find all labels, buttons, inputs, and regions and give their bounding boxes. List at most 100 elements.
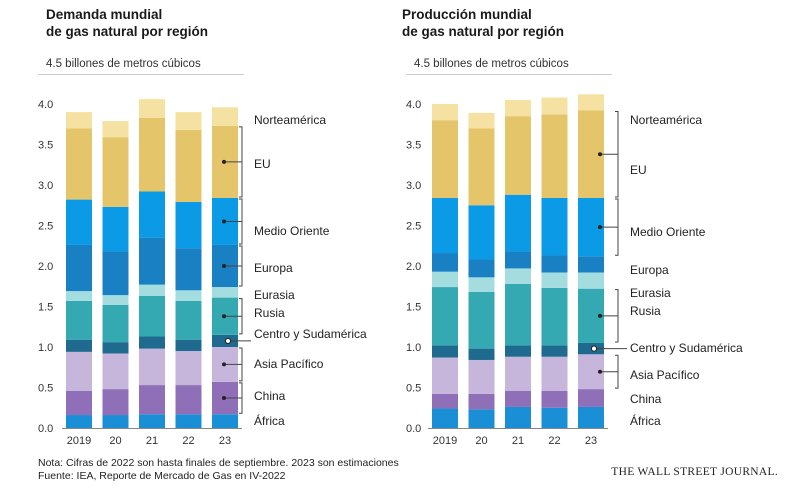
bar-segment-china	[139, 385, 165, 415]
demand-title-line-1: Demanda mundial	[46, 7, 163, 22]
legend-dot	[222, 362, 226, 367]
bar-segment-medio-oriente	[66, 199, 92, 245]
bar-segment-norteam-rica	[175, 112, 202, 130]
y-tick-label: 2.5	[38, 221, 53, 233]
bar-segment-medio-oriente	[175, 202, 202, 249]
bar-segment-rusia	[505, 283, 531, 346]
bar-segment-norteam-rica	[139, 99, 165, 118]
bar-segment-eurasia	[578, 272, 604, 289]
footer-note: Nota: Cifras de 2022 son hasta finales d…	[38, 457, 399, 469]
bar-segment-china	[505, 390, 531, 407]
x-tick-label: 20	[109, 435, 121, 447]
y-tick-label: 1.0	[406, 342, 421, 354]
bar-segment-eu	[175, 129, 202, 203]
bar-segment-china	[468, 393, 495, 410]
bar-segment-centro-y-sudam-rica	[139, 336, 165, 349]
bar-segment-europa	[139, 237, 165, 285]
legend-label: África	[254, 413, 285, 428]
bar-segment-asia-pac-fico	[468, 359, 495, 394]
legend-label: África	[630, 413, 661, 428]
legend-label: Norteamérica	[630, 113, 702, 127]
bar-segment-eurasia	[541, 272, 568, 288]
x-tick-label: 2019	[67, 435, 91, 447]
x-tick-label: 21	[146, 435, 158, 447]
y-tick-label: 1.5	[38, 302, 53, 314]
bar-segment-asia-pac-fico	[102, 353, 129, 390]
legend-dot	[590, 345, 598, 352]
legend-label: Rusia	[630, 304, 661, 318]
bar-segment-rusia	[432, 287, 458, 346]
legend-label: EU	[254, 157, 271, 171]
bar-segment-rusia	[175, 300, 202, 340]
y-tick-label: 3.5	[38, 140, 53, 152]
production-unit-rule	[406, 74, 612, 75]
legend-dot	[598, 225, 602, 230]
legend-dot	[222, 314, 226, 319]
bar-segment-europa	[541, 255, 568, 273]
legend-dot	[598, 152, 602, 157]
bar-segment-asia-pac-fico	[175, 351, 202, 386]
bar-segment--frica	[468, 409, 495, 428]
bar-segment-centro-y-sudam-rica	[102, 342, 129, 354]
bar-segment-eu	[541, 114, 568, 198]
legend-label: EU	[630, 163, 647, 177]
bar-segment-medio-oriente	[102, 206, 129, 252]
bar-segment-norteam-rica	[432, 104, 458, 121]
bar-segment--frica	[102, 415, 129, 428]
legend-dot	[598, 369, 602, 374]
bar-segment-eurasia	[468, 277, 495, 292]
bar-segment-rusia	[468, 291, 495, 349]
demand-unit-label: 4.5 billones de metros cúbicos	[46, 58, 201, 70]
bar-segment-eurasia	[212, 287, 238, 298]
bar-segment--frica	[212, 414, 238, 428]
bar-segment-asia-pac-fico	[541, 356, 568, 391]
bar-segment-centro-y-sudam-rica	[541, 345, 568, 357]
bar-segment--frica	[578, 406, 604, 428]
bar-segment-asia-pac-fico	[139, 348, 165, 386]
y-tick-label: 0.0	[38, 423, 53, 435]
bar-segment-europa	[432, 253, 458, 272]
bar-segment-centro-y-sudam-rica	[175, 339, 202, 352]
bar-segment-rusia	[66, 300, 92, 340]
legend-label: Eurasia	[254, 288, 295, 302]
x-tick-label: 23	[219, 435, 231, 447]
bar-segment-centro-y-sudam-rica	[468, 348, 495, 360]
legend-label: Centro y Sudamérica	[630, 341, 743, 355]
bar-segment--frica	[505, 406, 531, 428]
legend-label: Asia Pacífico	[254, 357, 324, 371]
bar-segment-asia-pac-fico	[66, 351, 92, 391]
y-tick-label: 2.5	[406, 221, 421, 233]
legend-label: China	[630, 392, 662, 406]
y-tick-label: 4.0	[38, 99, 53, 111]
bar-segment-eurasia	[139, 284, 165, 296]
bar-segment-centro-y-sudam-rica	[505, 345, 531, 357]
bar-segment-norteam-rica	[212, 107, 238, 126]
bar-segment--frica	[66, 415, 92, 428]
bar-segment-norteam-rica	[505, 99, 531, 117]
bar-segment-eurasia	[432, 271, 458, 288]
x-tick-label: 2019	[433, 435, 457, 447]
y-tick-label: 2.0	[406, 261, 421, 273]
x-tick-label: 23	[585, 435, 597, 447]
bar-segment-medio-oriente	[505, 194, 531, 252]
bar-segment-rusia	[102, 304, 129, 343]
bar-segment-asia-pac-fico	[432, 357, 458, 394]
y-tick-label: 4.0	[406, 99, 421, 111]
bar-segment-china	[541, 390, 568, 408]
x-tick-label: 22	[548, 435, 560, 447]
legend-label: Centro y Sudamérica	[254, 327, 367, 341]
bar-segment-centro-y-sudam-rica	[432, 345, 458, 358]
bar-segment-norteam-rica	[66, 112, 92, 129]
bar-segment-europa	[66, 244, 92, 292]
chart-0: 0.0 0.5 1.0 1.5 2.0 2.5 3.0 3.5 4.0 2019 20 21 22 23 N…	[38, 99, 367, 447]
legend-label: Medio Oriente	[630, 225, 706, 239]
wsj-logo: THE WALL STREET JOURNAL.	[611, 466, 778, 478]
bar-segment-eurasia	[66, 291, 92, 301]
legend-dot	[598, 313, 602, 318]
demand-unit-rule	[38, 74, 244, 75]
y-tick-label: 1.0	[38, 342, 53, 354]
bar-segment--frica	[541, 407, 568, 428]
bar-segment-eurasia	[505, 268, 531, 284]
bar-segment-eu	[505, 116, 531, 195]
bar-segment-asia-pac-fico	[505, 356, 531, 391]
